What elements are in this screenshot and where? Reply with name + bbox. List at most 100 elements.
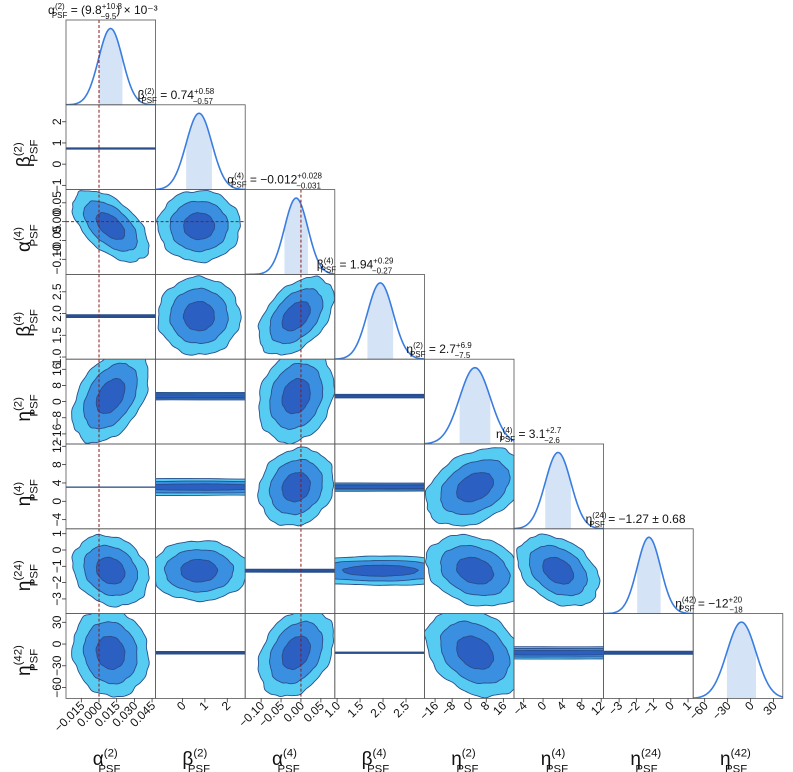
title-minus: −18: [729, 606, 743, 615]
y-tick-label: 1: [50, 139, 64, 146]
contour-level-3: [281, 377, 311, 415]
panel-5-4: [423, 443, 515, 530]
x-tick-label: 16: [490, 698, 510, 718]
x-tick-label: 0: [662, 698, 677, 713]
panel-5-1: [155, 443, 246, 530]
x-tick-label: −30: [709, 698, 734, 723]
marginal-curve: [424, 366, 514, 445]
y-axis-label-5: η(4) PSF: [12, 479, 40, 506]
y-axis-label-6: η(24) PSF: [12, 560, 40, 591]
contour-level-3: [281, 301, 311, 332]
title-plus: +6.9: [456, 341, 472, 350]
x-axis-label-3: β(4) PSF: [362, 747, 390, 772]
y-tick-label: 8: [50, 461, 64, 468]
panel-6-6: [603, 528, 694, 614]
title-symbol: η: [586, 512, 593, 526]
y-tick-label: 0.00: [50, 210, 64, 234]
title-symbol: η: [406, 342, 413, 356]
x-tick-label: −16: [417, 698, 442, 723]
param-symbol: η: [14, 665, 35, 676]
y-axis-label-3: β(4) PSF: [12, 309, 40, 337]
y-tick-label: −4: [50, 512, 64, 526]
credible-interval-fill: [726, 622, 756, 699]
contour-level-3: [334, 395, 425, 398]
panel-frame: [65, 104, 156, 191]
y-tick-label: 1.5: [50, 327, 64, 344]
y-tick-label: −8: [50, 411, 64, 425]
y-tick-label: −1: [50, 178, 64, 192]
param-superscript: (2): [104, 747, 118, 759]
x-axis-label-4: η(2) PSF: [451, 747, 478, 772]
contour-level-3: [245, 569, 335, 572]
contour-level-3: [95, 635, 126, 671]
param-subscript: PSF: [29, 394, 41, 416]
panel-7-2: [244, 613, 336, 699]
title-value: = 2.7: [426, 342, 457, 356]
title-plus: +10.8: [102, 2, 123, 11]
panel-5-3: [334, 443, 425, 530]
param-subscript: PSF: [188, 764, 210, 772]
panel-3-2: [244, 273, 336, 360]
marginal-title-6: η(24) PSF = −1.27 ± 0.68: [586, 511, 686, 529]
y-tick-label: −0.10: [50, 244, 64, 275]
contour-level-3: [155, 394, 246, 399]
x-axis-label-7: η(42) PSF: [720, 747, 751, 772]
param-subscript: PSF: [29, 649, 41, 671]
param-symbol: β: [362, 749, 373, 770]
param-subscript: PSF: [635, 764, 657, 772]
x-tick-label: 2: [219, 698, 234, 713]
param-symbol: α: [14, 241, 35, 252]
x-tick-label: 1: [196, 698, 211, 713]
param-symbol: η: [14, 496, 35, 507]
title-value: = 3.1: [515, 427, 546, 441]
y-tick-label: 1: [50, 530, 64, 537]
title-subscript: PSF: [141, 96, 157, 105]
y-tick-label: 30: [50, 615, 64, 629]
title-minus: −0.031: [296, 182, 321, 191]
y-tick-label: 0: [50, 546, 64, 553]
title-subscript: PSF: [679, 605, 695, 614]
panel-5-2: [244, 443, 336, 530]
y-tick-label: 0: [50, 640, 64, 647]
param-superscript: (4): [283, 747, 297, 759]
panel-5-5: [513, 443, 604, 530]
y-tick-label: −16: [50, 423, 64, 444]
title-plus: +0.028: [297, 172, 322, 181]
x-tick-label: 30: [760, 698, 780, 718]
contour-level-3: [542, 556, 575, 585]
x-tick-label: 8: [478, 698, 493, 713]
title-minus: −9.5: [100, 12, 116, 21]
contour-level-3: [66, 315, 156, 318]
title-value: = (9.8: [67, 3, 102, 17]
param-superscript: (2): [12, 397, 24, 411]
param-symbol: β: [182, 749, 193, 770]
panel-7-5: [513, 613, 604, 699]
param-symbol: η: [14, 411, 35, 422]
title-subscript: PSF: [52, 11, 68, 20]
x-tick-label: 1.5: [344, 698, 366, 720]
panel-7-1: [155, 613, 246, 699]
param-subscript: PSF: [456, 764, 478, 772]
param-superscript: (4): [373, 747, 387, 759]
title-superscript: (24): [592, 511, 607, 520]
title-superscript: (4): [234, 172, 244, 181]
contour-level-3: [66, 147, 156, 150]
x-tick-label: 0: [174, 698, 189, 713]
x-tick-label: 0: [742, 698, 757, 713]
title-value: = 0.74: [157, 88, 194, 102]
title-value: = −0.012: [247, 173, 298, 187]
contour-level-3: [281, 635, 311, 670]
title-superscript: (4): [324, 256, 334, 265]
contour-level-3: [182, 301, 215, 332]
x-axis-label-2: α(4) PSF: [272, 747, 300, 772]
panel-6-5: [513, 528, 604, 614]
x-tick-label: 0: [461, 698, 476, 713]
contour-level-3: [342, 564, 419, 577]
panel-6-4: [423, 528, 515, 614]
param-superscript: (2): [193, 747, 207, 759]
marginal-curve: [334, 282, 425, 360]
param-symbol: η: [541, 749, 552, 770]
title-suffix: ) × 10⁻³: [116, 3, 157, 17]
y-tick-label: 0: [50, 161, 64, 168]
panel-4-1: [155, 358, 246, 445]
